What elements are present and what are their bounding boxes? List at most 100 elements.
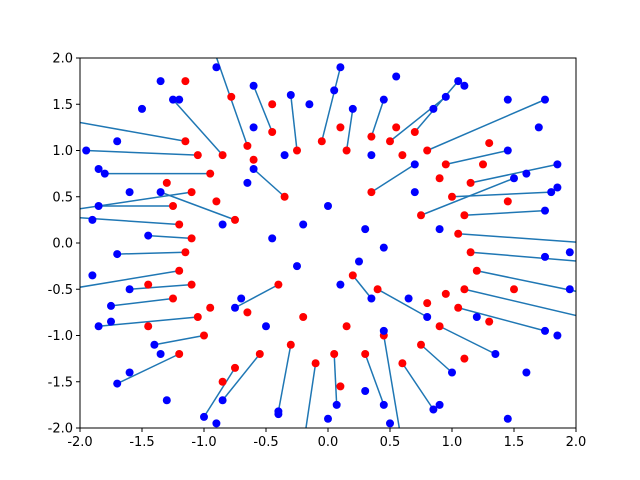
x-axis: -2.0 -1.5 -1.0 -0.5 0.0 0.5 1.0 1.5 2.0 (67, 428, 586, 450)
projected-point (429, 104, 438, 113)
original-point (268, 128, 277, 136)
original-point (193, 313, 202, 321)
original-point (255, 350, 264, 358)
original-point (503, 197, 512, 206)
connector-segment (333, 353, 338, 405)
plot-area (80, 58, 576, 428)
projected-point (553, 331, 562, 340)
projected-point (200, 412, 208, 421)
original-point (144, 322, 153, 331)
projected-point (491, 350, 500, 358)
original-point (169, 294, 177, 303)
original-point (317, 137, 326, 146)
projected-point-layer (82, 63, 574, 428)
projected-point (107, 317, 115, 326)
original-point (206, 303, 215, 312)
projected-point (324, 414, 332, 423)
original-point (243, 141, 252, 150)
original-point (286, 340, 295, 349)
projected-point (332, 400, 341, 409)
projected-point (237, 294, 246, 303)
original-point (268, 100, 277, 109)
projected-point (113, 250, 122, 259)
projected-point (379, 243, 388, 252)
original-point (398, 359, 407, 368)
original-point (274, 280, 283, 289)
connector-segment (86, 149, 198, 156)
projected-point (435, 400, 444, 409)
connector-segment (290, 94, 298, 151)
original-point (510, 285, 518, 294)
original-point (392, 123, 401, 132)
projected-point (125, 368, 134, 377)
original-point (423, 146, 432, 155)
connector-segment (252, 85, 273, 133)
projected-point (379, 400, 388, 409)
original-point (187, 188, 196, 197)
projected-point (361, 225, 370, 234)
projected-point (156, 77, 165, 86)
original-point (181, 137, 190, 146)
connector-segment (80, 270, 180, 288)
original-point (336, 123, 345, 132)
connector-segment (470, 163, 558, 184)
original-point (367, 188, 376, 197)
connector-segment (426, 98, 546, 152)
projected-point (386, 419, 394, 428)
original-point (373, 285, 382, 294)
original-point (175, 266, 184, 275)
y-axis: -2.0 -1.5 -1.0 -0.5 0.0 0.5 1.0 1.5 2.0 (48, 52, 80, 437)
projected-point (94, 202, 103, 210)
projected-point (262, 322, 270, 331)
original-point (293, 146, 301, 155)
projected-point (330, 86, 339, 95)
projected-point (82, 146, 91, 155)
projected-point (510, 174, 518, 183)
projected-point (336, 280, 345, 289)
connector-segment (215, 58, 249, 147)
connector-segment (80, 217, 180, 226)
connector-segment (370, 99, 385, 137)
original-point (218, 377, 227, 386)
original-point (231, 215, 239, 224)
connector-segment (203, 367, 236, 418)
original-point (280, 192, 289, 201)
projected-point (503, 414, 512, 423)
connector-segment (383, 335, 401, 428)
original-point (466, 248, 475, 257)
projected-point (454, 77, 463, 86)
projected-point (212, 419, 221, 428)
projected-point (448, 368, 456, 377)
original-point (193, 151, 202, 160)
projected-point (553, 183, 562, 192)
original-point (441, 160, 450, 169)
connector-segment (160, 191, 236, 221)
projected-point (565, 248, 574, 257)
projected-point (162, 396, 171, 405)
projected-point (144, 231, 153, 240)
connector-segment (253, 168, 286, 198)
original-point (162, 178, 171, 187)
projected-point (231, 303, 239, 312)
original-point (206, 169, 215, 178)
projected-point (429, 405, 438, 414)
connector-segment (277, 344, 292, 412)
original-point (448, 192, 456, 201)
connector-segment (80, 121, 186, 142)
connector-segment (98, 316, 198, 327)
y-tick-label: 0.0 (52, 237, 73, 252)
original-point (243, 308, 252, 317)
projected-point (125, 188, 134, 197)
original-point (441, 289, 450, 298)
original-point (218, 151, 227, 160)
projected-point (113, 379, 122, 388)
projected-point (94, 322, 103, 331)
original-point (454, 303, 463, 312)
projected-point (423, 313, 432, 321)
projected-point (565, 285, 574, 294)
projected-point (243, 178, 252, 187)
projected-point (286, 91, 295, 99)
original-point (460, 211, 469, 220)
projected-point (541, 326, 549, 335)
y-tick-label: -2.0 (48, 422, 73, 437)
